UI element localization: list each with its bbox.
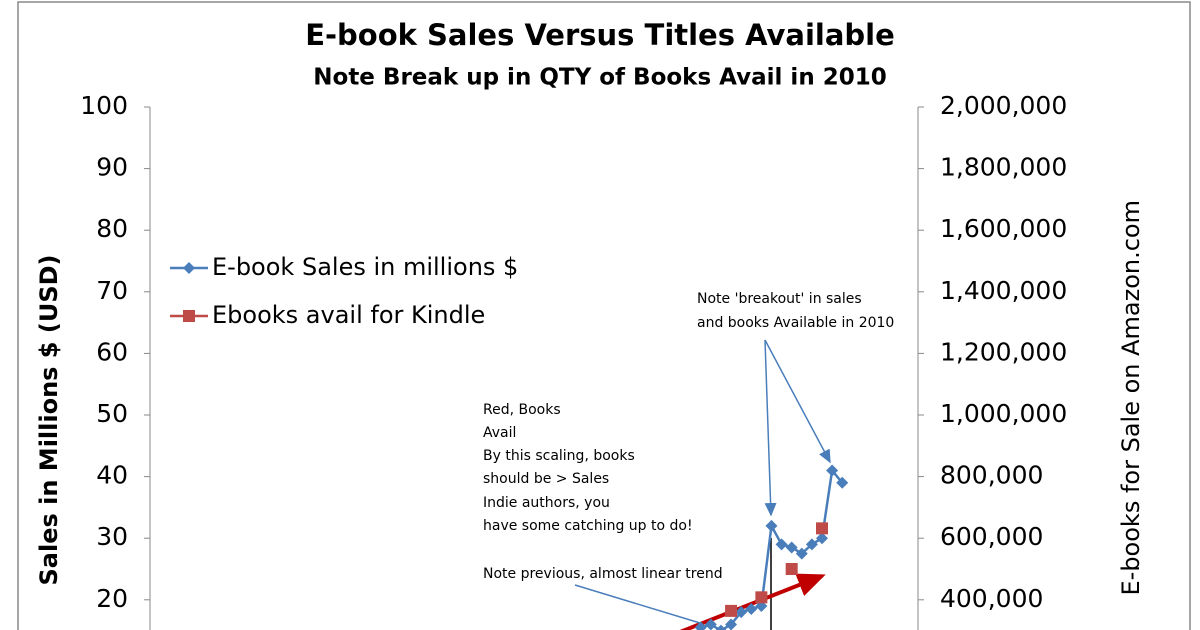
annotation: Note 'breakout' in sales xyxy=(697,291,862,307)
trend-arrow xyxy=(679,573,826,630)
y2-tick-label: 1,800,000 xyxy=(940,153,1067,182)
point xyxy=(735,606,748,619)
y2-tick-label: 400,000 xyxy=(940,584,1043,613)
legend-label: E-book Sales in millions $ xyxy=(212,253,518,281)
annotation: and books Available in 2010 xyxy=(697,315,894,331)
point xyxy=(816,532,828,545)
point xyxy=(805,538,818,551)
point xyxy=(725,604,738,617)
legend-marker xyxy=(183,310,195,322)
y-axis-label: Sales in Millions $ (USD) xyxy=(35,255,63,586)
y2-tick-label: 1,000,000 xyxy=(940,399,1067,428)
y2-tick-label: 600,000 xyxy=(940,522,1043,551)
y-tick-label: 20 xyxy=(96,584,128,613)
point xyxy=(745,603,758,616)
annotation: Indie authors, you xyxy=(483,495,610,511)
annotation-arrow xyxy=(574,584,701,624)
point xyxy=(826,464,839,477)
point xyxy=(795,547,808,560)
annotation: Note previous, almost linear trend xyxy=(483,566,723,582)
legend-label: Ebooks avail for Kindle xyxy=(212,301,485,329)
point xyxy=(725,618,738,630)
annotation: By this scaling, books xyxy=(483,448,635,464)
y-tick-label: 60 xyxy=(96,337,128,366)
chart-border xyxy=(17,1,1191,630)
y2-tick-label: 1,600,000 xyxy=(940,214,1067,243)
chart-title: E-book Sales Versus Titles Available xyxy=(305,18,895,52)
point xyxy=(775,538,788,551)
y2-tick-label: 1,400,000 xyxy=(940,276,1067,305)
chart-subtitle: Note Break up in QTY of Books Avail in 2… xyxy=(313,65,886,91)
y-tick-label: 100 xyxy=(80,91,128,120)
point xyxy=(836,476,849,489)
y2-tick-label: 1,200,000 xyxy=(940,337,1067,366)
point xyxy=(785,541,798,554)
point xyxy=(765,519,778,532)
y2-tick-label: 2,000,000 xyxy=(940,91,1067,120)
y2-axis-label: E-books for Sale on Amazon.com xyxy=(1117,200,1145,596)
y-tick-label: 40 xyxy=(96,461,128,490)
point xyxy=(715,624,727,630)
legend-marker xyxy=(183,262,195,274)
point xyxy=(755,591,768,604)
point xyxy=(704,618,717,630)
y-tick-label: 30 xyxy=(96,522,128,551)
y-tick-label: 70 xyxy=(96,276,128,305)
annotation-arrow xyxy=(764,339,831,464)
y-tick-label: 50 xyxy=(96,399,128,428)
y2-tick-label: 800,000 xyxy=(940,461,1043,490)
y-tick-label: 80 xyxy=(96,214,128,243)
point xyxy=(816,522,828,535)
point xyxy=(785,563,798,575)
annotation: have some catching up to do! xyxy=(483,518,693,534)
annotation: should be > Sales xyxy=(483,471,609,487)
annotation: Avail xyxy=(483,425,516,441)
annotation-arrow xyxy=(764,339,777,517)
annotation: Red, Books xyxy=(483,402,561,418)
point xyxy=(694,621,707,630)
y-tick-label: 90 xyxy=(96,153,128,182)
